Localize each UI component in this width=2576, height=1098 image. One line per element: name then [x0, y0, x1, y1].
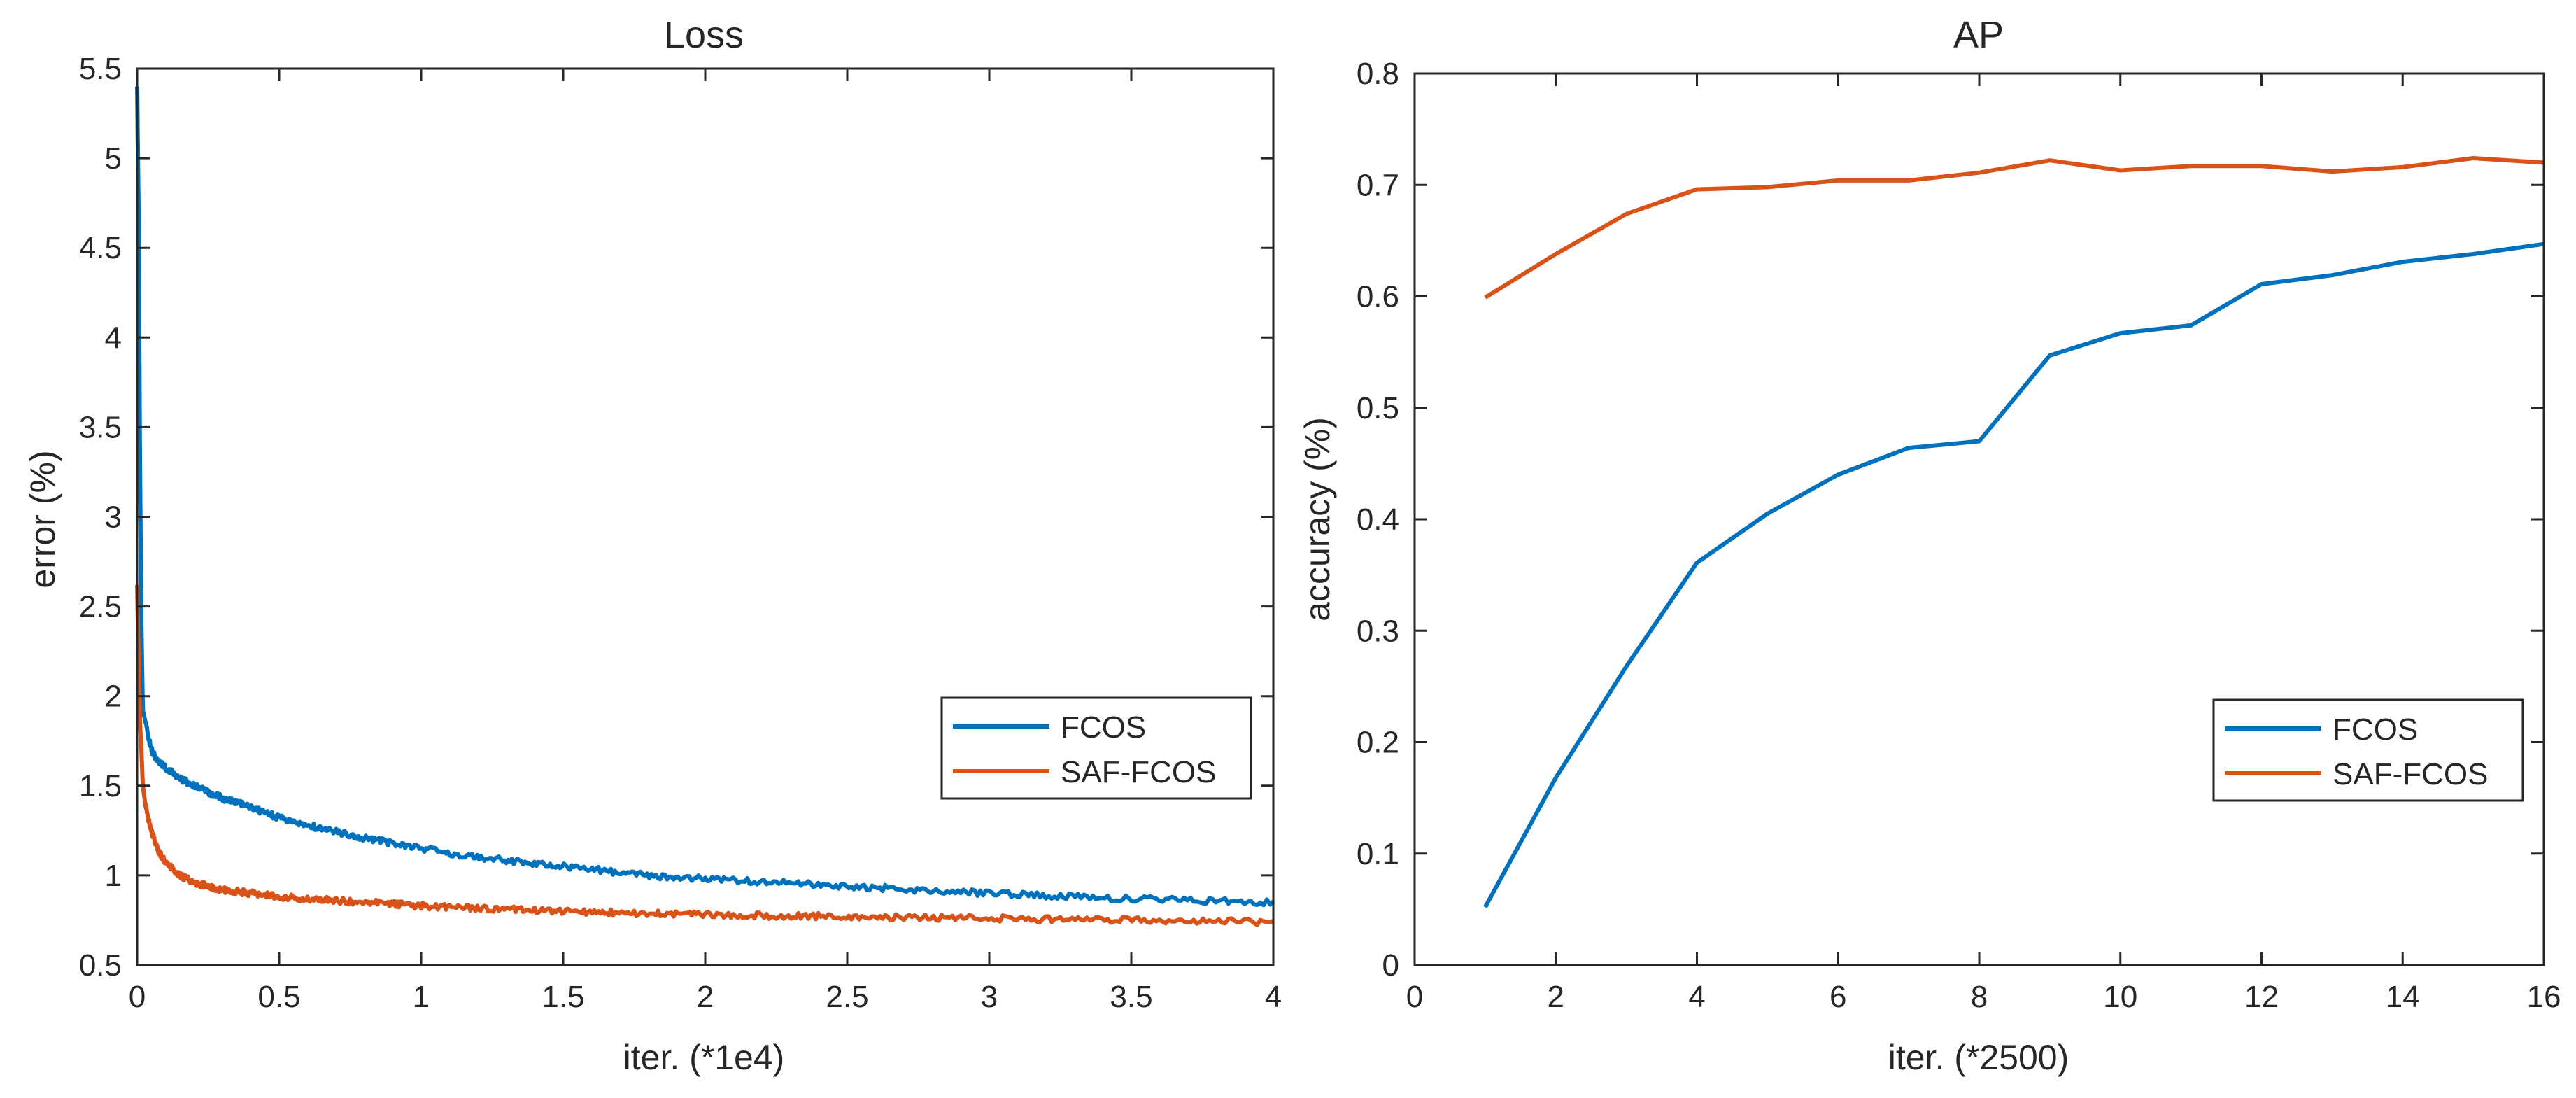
- ap-x-tick-label: 2: [1548, 980, 1564, 1014]
- ap-series-fcos-line: [1483, 241, 2545, 908]
- loss-x-tick-label: 1.5: [542, 980, 584, 1014]
- ap-x-tick-label: 0: [1406, 980, 1423, 1014]
- ap-x-axis-label: iter. (*2500): [1888, 1038, 2069, 1077]
- ap-y-tick-label: 0.5: [1357, 391, 1399, 425]
- loss-x-tick-label: 4: [1265, 980, 1282, 1014]
- ap-y-tick-label: 0.3: [1357, 614, 1399, 648]
- ap-x-tick-label: 6: [1830, 980, 1846, 1014]
- loss-x-axis-label: iter. (*1e4): [623, 1038, 785, 1077]
- ap-y-tick-label: 0: [1382, 948, 1399, 983]
- ap-y-tick-label: 0.1: [1357, 837, 1399, 871]
- ap-chart-title: AP: [1953, 14, 2004, 56]
- ap-plot-area: 0 2 4 6 8 10 12 14 16 0 0.1 0.2 0.3 0.4 0.5 0.6 0.7 0.8: [1357, 57, 2561, 1014]
- ap-legend-box: [2212, 698, 2524, 802]
- loss-y-tick-label: 4: [105, 321, 122, 355]
- ap-y-tick-label: 0.7: [1357, 168, 1399, 202]
- ap-chart: AP 0 2 4 6 8 10 12 14 16 0 0.1 0.2 0.3 0.4 0.5 0.6 0.7 0.…: [1298, 14, 2561, 1077]
- loss-legend-fcos-label: FCOS: [1061, 710, 1146, 745]
- loss-chart: Loss 0 0.5 1 1.5 2 2.5 3 3.5 40.511.522.533.544.…: [23, 14, 1282, 1077]
- loss-x-tick-label: 0.5: [257, 980, 300, 1014]
- loss-x-tick-label: 2: [697, 980, 714, 1014]
- ap-x-tick-label: 10: [2103, 980, 2137, 1014]
- loss-y-tick-label: 4.5: [79, 231, 122, 265]
- ap-y-tick-label: 0.4: [1357, 502, 1399, 537]
- ap-legend-fcos-label: FCOS: [2333, 712, 2418, 747]
- loss-series-fcos-line: [135, 84, 1275, 908]
- loss-y-tick-label: 2: [105, 680, 122, 714]
- loss-x-tick-label: 1: [413, 980, 430, 1014]
- ap-legend: FCOS SAF-FCOS: [2212, 698, 2524, 802]
- loss-x-tick-label: 3.5: [1110, 980, 1152, 1014]
- loss-plot-area: 0 0.5 1 1.5 2 2.5 3 3.5 40.511.522.533.544.555.5: [79, 52, 1282, 1014]
- ap-x-tick-label: 4: [1688, 980, 1705, 1014]
- loss-chart-title: Loss: [664, 14, 744, 56]
- loss-y-tick-label: 2.5: [79, 590, 122, 624]
- loss-legend-saf-fcos-label: SAF-FCOS: [1061, 755, 1216, 789]
- loss-series-saf-fcos-line: [135, 583, 1274, 927]
- ap-x-tick-label: 8: [1971, 980, 1988, 1014]
- loss-x-tick-label: 0: [129, 980, 146, 1014]
- ap-y-tick-label: 0.2: [1357, 726, 1399, 760]
- ap-legend-saf-fcos-label: SAF-FCOS: [2333, 757, 2488, 791]
- loss-x-tick-label: 2.5: [826, 980, 868, 1014]
- loss-legend: FCOS SAF-FCOS: [940, 696, 1252, 800]
- loss-y-tick-label: 3.5: [79, 410, 122, 444]
- loss-x-tick-label: 3: [981, 980, 998, 1014]
- loss-y-axis-label: error (%): [23, 450, 62, 588]
- ap-y-tick-label: 0.8: [1357, 57, 1399, 91]
- ap-x-tick-label: 16: [2527, 980, 2561, 1014]
- ap-y-tick-label: 0.6: [1357, 280, 1399, 314]
- loss-y-tick-label: 0.5: [79, 948, 122, 983]
- ap-series-saf-fcos-line: [1484, 156, 2545, 300]
- loss-y-tick-label: 5: [105, 141, 122, 176]
- loss-y-tick-label: 1: [105, 859, 122, 893]
- loss-y-tick-label: 5.5: [79, 52, 122, 86]
- loss-legend-box: [940, 696, 1252, 800]
- ap-x-tick-label: 14: [2386, 980, 2420, 1014]
- loss-y-tick-label: 1.5: [79, 769, 122, 803]
- ap-y-axis-label: accuracy (%): [1298, 417, 1337, 621]
- loss-y-tick-label: 3: [105, 500, 122, 535]
- ap-x-tick-label: 12: [2244, 980, 2279, 1014]
